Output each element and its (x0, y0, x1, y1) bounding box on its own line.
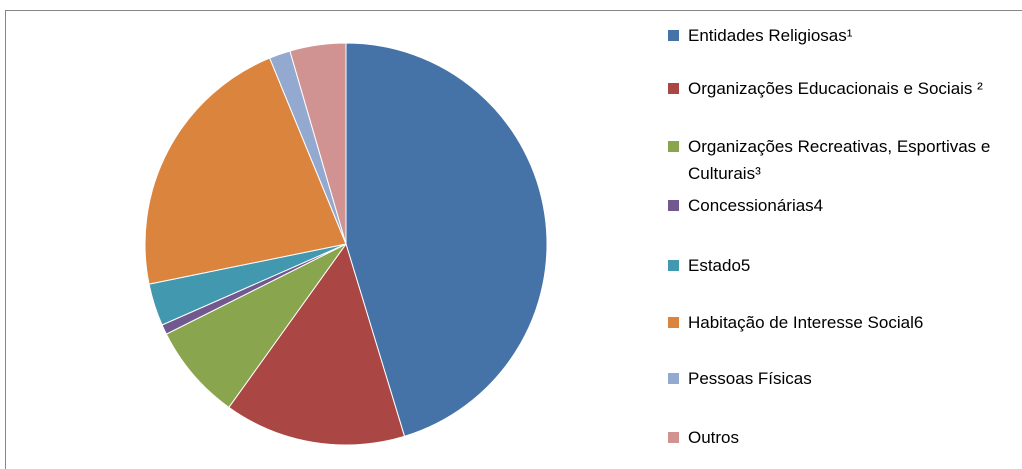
chart-border (5, 10, 1022, 469)
legend-swatch (668, 260, 679, 271)
legend-swatch (668, 83, 679, 94)
legend-label: Organizações Recreativas, Esportivas e C… (688, 137, 991, 183)
legend-swatch (668, 30, 679, 41)
legend-item: Organizações Recreativas, Esportivas e C… (668, 133, 1018, 187)
legend-label: Entidades Religiosas¹ (688, 26, 853, 45)
pie-slice (165, 243, 347, 409)
legend-label: Estado5 (688, 256, 751, 275)
legend-swatch (668, 317, 679, 328)
pie-slice (228, 242, 406, 446)
legend-item: Habitação de Interesse Social6 (668, 309, 1018, 336)
legend-label: Concessionárias4 (688, 196, 824, 215)
legend-label: Outros (688, 428, 740, 447)
legend-swatch (668, 432, 679, 443)
legend-item: Organizações Educacionais e Sociais ² (668, 75, 1018, 102)
legend-item: Outros (668, 424, 1018, 451)
pie-slice (289, 42, 347, 245)
pie-slice (144, 57, 347, 285)
legend-swatch (668, 141, 679, 152)
legend-swatch (668, 373, 679, 384)
legend-item: Concessionárias4 (668, 192, 1018, 219)
pie-slice (345, 42, 548, 437)
legend-item: Estado5 (668, 252, 1018, 279)
legend-label: Pessoas Físicas (688, 369, 812, 388)
legend-label: Habitação de Interesse Social6 (688, 313, 924, 332)
legend-item: Pessoas Físicas (668, 365, 1018, 392)
legend-swatch (668, 200, 679, 211)
legend-item: Entidades Religiosas¹ (668, 22, 1018, 49)
legend-label: Organizações Educacionais e Sociais ² (688, 79, 983, 98)
